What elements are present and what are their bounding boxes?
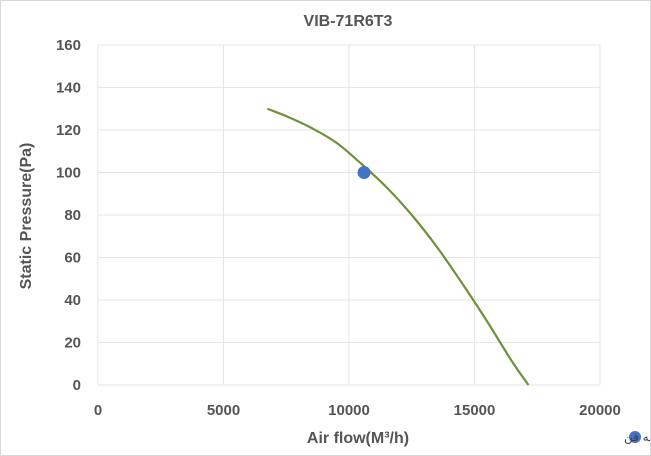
x-tick-label: 0 [94, 402, 102, 419]
x-tick-label: 20000 [579, 402, 621, 419]
fan-curve-line [267, 107, 530, 386]
y-tick-label: 0 [73, 377, 81, 394]
x-tick-labels: 0 5000 10000 15000 20000 [94, 402, 621, 419]
x-tick-label: 5000 [207, 402, 240, 419]
x-axis-title: Air flow(M³/h) [307, 430, 409, 447]
y-tick-label: 40 [64, 292, 81, 309]
y-tick-label: 100 [56, 165, 81, 182]
legend: نقطه عملکرد بهینه فن [624, 430, 650, 445]
y-tick-label: 160 [56, 37, 81, 54]
x-tick-label: 10000 [328, 402, 370, 419]
legend-label: نقطه عملکرد بهینه فن [624, 430, 650, 445]
y-tick-label: 120 [56, 122, 81, 139]
series-layer [267, 107, 530, 386]
y-tick-label: 60 [64, 250, 81, 267]
y-tick-label: 20 [64, 335, 81, 352]
x-tick-label: 15000 [454, 402, 496, 419]
chart-title: VIB-71R6T3 [304, 13, 393, 30]
y-tick-labels: 0 20 40 60 80 100 120 140 160 [56, 37, 81, 394]
operating-point-marker [357, 166, 371, 179]
y-axis-title: Static Pressure(Pa) [18, 143, 35, 290]
y-tick-label: 80 [64, 207, 81, 224]
legend-marker [629, 431, 641, 443]
y-tick-label: 140 [56, 80, 81, 97]
grid-lines [97, 44, 601, 386]
